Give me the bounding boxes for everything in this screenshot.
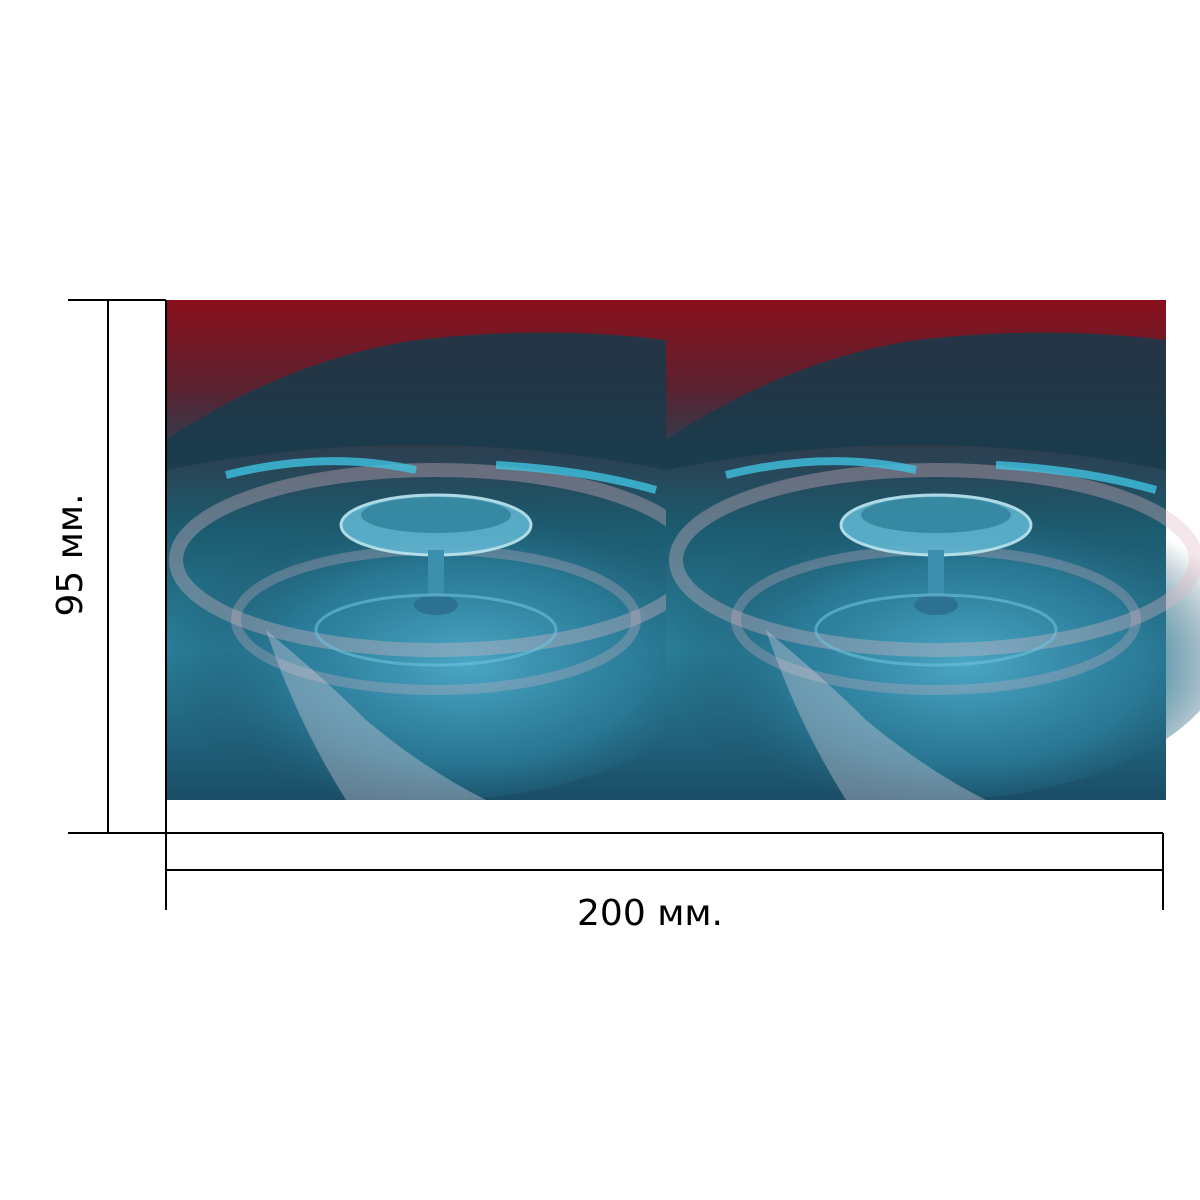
product-image — [136, 300, 736, 800]
width-label: 200 мм. — [577, 893, 723, 934]
product-image — [636, 300, 1200, 800]
height-label: 95 мм. — [50, 493, 91, 616]
